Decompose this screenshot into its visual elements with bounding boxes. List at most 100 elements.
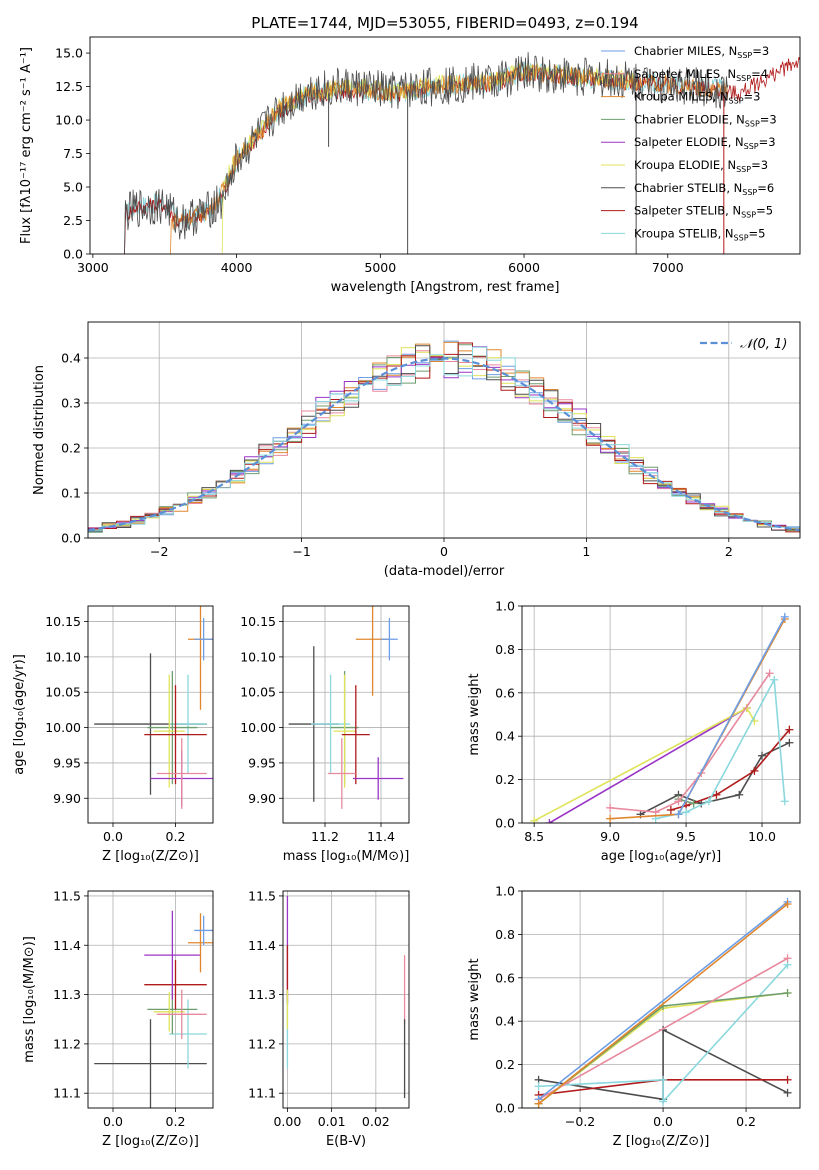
x-tick-label: 0.02 bbox=[362, 1114, 390, 1129]
x-axis-label: wavelength [Angstrom, rest frame] bbox=[331, 280, 560, 295]
mass-weight-line bbox=[538, 1028, 788, 1101]
plus-marker bbox=[704, 797, 713, 806]
x-axis-label: mass [log₁₀(M/M⊙)] bbox=[283, 849, 410, 864]
plus-marker bbox=[783, 954, 792, 963]
y-tick-label: 0.2 bbox=[61, 441, 81, 456]
y-tick-label: 11.3 bbox=[248, 987, 276, 1002]
legend-subscript: SSP bbox=[734, 233, 749, 242]
legend-value: =4 bbox=[751, 67, 768, 81]
legend-value: =3 bbox=[752, 44, 769, 58]
age-vs-mass-panel: 11.2 11.4 9.90 9.95 10.00 10.05 10.10 10.15 mass… bbox=[240, 605, 410, 864]
plot-frame bbox=[89, 36, 801, 255]
error-bar-point bbox=[327, 738, 356, 809]
mass-weight-line bbox=[677, 616, 786, 815]
legend-label: Salpeter STELIB, N bbox=[634, 204, 741, 218]
chart-title: PLATE=1744, MJD=53055, FIBERID=0493, z=0… bbox=[251, 14, 638, 32]
plot-frame bbox=[282, 605, 410, 824]
x-axis-label: (data-model)/error bbox=[384, 564, 505, 579]
mass-vs-ebv-panel: 0.00 0.01 0.02 11.1 11.2 11.3 11.4 11.5 E(B-V) bbox=[248, 888, 410, 1149]
x-tick-label: −1 bbox=[292, 544, 310, 559]
y-axis-label: age [log₁₀(age/yr)] bbox=[12, 654, 27, 775]
plot-area bbox=[534, 897, 792, 1108]
x-axis-label: E(B-V) bbox=[326, 1134, 366, 1149]
plus-marker bbox=[606, 814, 615, 823]
y-tick-label: 0.0 bbox=[61, 531, 81, 546]
plot-area bbox=[288, 606, 404, 809]
legend-entry: Chabrier ELODIE, NSSP=3 bbox=[634, 112, 777, 128]
y-tick-label: 0.8 bbox=[495, 927, 515, 942]
legend-entry: Kroupa MILES, NSSP=3 bbox=[634, 90, 760, 106]
y-tick-label: 10.10 bbox=[45, 649, 81, 664]
error-bar-point bbox=[156, 989, 207, 1039]
x-tick-label: 4000 bbox=[221, 260, 253, 275]
plus-marker bbox=[765, 669, 774, 678]
y-tick-label: 0.0 bbox=[495, 1101, 515, 1116]
plot-area bbox=[88, 340, 800, 538]
error-bar-point bbox=[381, 618, 398, 661]
y-axis-label: Flux [fλ10⁻¹⁷ erg cm⁻² s⁻¹ A⁻¹] bbox=[19, 47, 34, 244]
legend-label: Kroupa MILES, N bbox=[634, 90, 729, 104]
legend-entry: Salpeter ELODIE, NSSP=3 bbox=[634, 135, 776, 151]
legend-subscript: SSP bbox=[741, 211, 756, 220]
plus-marker bbox=[758, 751, 767, 760]
y-tick-label: 11.4 bbox=[53, 938, 81, 953]
y-tick-label: 10.05 bbox=[45, 685, 81, 700]
legend-label: Kroupa STELIB, N bbox=[634, 226, 734, 240]
x-axis-label: Z [log₁₀(Z/Z⊙)] bbox=[613, 1134, 710, 1149]
plot-frame bbox=[521, 890, 801, 1109]
y-tick-label: 9.95 bbox=[53, 755, 81, 770]
x-tick-label: 8.5 bbox=[524, 829, 544, 844]
plus-marker bbox=[750, 766, 759, 775]
x-axis-label: Z [log₁₀(Z/Z⊙)] bbox=[102, 849, 199, 864]
y-tick-label: 0.4 bbox=[61, 351, 81, 366]
plus-marker bbox=[534, 1082, 543, 1091]
y-tick-label: 1.0 bbox=[495, 599, 515, 614]
legend-value: =3 bbox=[744, 90, 761, 104]
error-bar-point bbox=[169, 999, 207, 1069]
plot-frame bbox=[87, 890, 214, 1109]
y-tick-label: 11.5 bbox=[248, 888, 276, 903]
y-tick-label: 0.0 bbox=[63, 247, 83, 262]
mass-weight-line bbox=[538, 957, 788, 1100]
plus-marker bbox=[783, 988, 792, 997]
legend-label: Kroupa ELODIE, N bbox=[634, 158, 736, 172]
x-tick-label: 3000 bbox=[77, 260, 109, 275]
y-tick-label: 11.2 bbox=[53, 1036, 81, 1051]
spectrum-panel: 3000 4000 5000 6000 7000 0.0 2.5 5.0 7.5 10.0 12.5… bbox=[19, 14, 801, 295]
legend-subscript: SSP bbox=[737, 51, 752, 60]
legend-entry: Chabrier MILES, NSSP=3 bbox=[634, 44, 769, 60]
y-tick-label: 11.1 bbox=[53, 1086, 81, 1101]
legend-label: Chabrier ELODIE, N bbox=[634, 112, 745, 126]
y-axis-label: mass weight bbox=[467, 958, 482, 1040]
legend-value: =5 bbox=[749, 226, 766, 240]
legend-subscript: SSP bbox=[736, 74, 751, 83]
legend-value: =3 bbox=[759, 135, 776, 149]
error-bar-point bbox=[194, 618, 213, 661]
plus-marker bbox=[606, 803, 615, 812]
plus-marker bbox=[659, 1097, 668, 1106]
mass-weight-line bbox=[640, 741, 790, 816]
plot-frame bbox=[282, 890, 410, 1109]
x-tick-label: 0 bbox=[440, 544, 448, 559]
y-tick-label: 0.2 bbox=[495, 1057, 515, 1072]
legend-entry: Kroupa STELIB, NSSP=5 bbox=[634, 226, 765, 242]
legend-subscript: SSP bbox=[745, 119, 760, 128]
y-tick-label: 11.3 bbox=[53, 987, 81, 1002]
y-tick-label: 10.10 bbox=[240, 649, 276, 664]
residual-histogram-panel: −2 −1 0 1 2 0.0 0.1 0.2 0.3 0.4 (data-model)/error… bbox=[32, 321, 801, 579]
x-tick-label: 9.0 bbox=[600, 829, 620, 844]
plot-area bbox=[124, 52, 800, 254]
y-tick-label: 1.0 bbox=[495, 884, 515, 899]
mass-weight-line bbox=[538, 964, 789, 1104]
plus-marker bbox=[785, 738, 794, 747]
x-tick-label: 0.01 bbox=[318, 1114, 346, 1129]
x-tick-label: 0.0 bbox=[103, 1114, 123, 1129]
plot-area bbox=[530, 612, 794, 823]
legend-subscript: SSP bbox=[736, 165, 751, 174]
error-bar-point bbox=[94, 1019, 207, 1108]
legend-value: =3 bbox=[760, 112, 777, 126]
plus-marker bbox=[780, 797, 789, 806]
y-tick-label: 5.0 bbox=[63, 180, 83, 195]
y-tick-label: 9.95 bbox=[248, 755, 276, 770]
